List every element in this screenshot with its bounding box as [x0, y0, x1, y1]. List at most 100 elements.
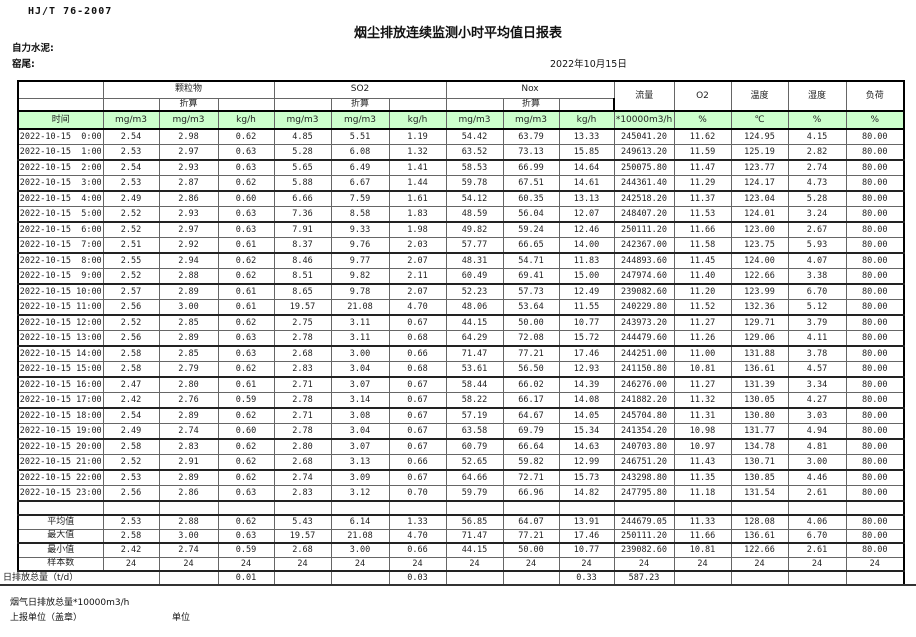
corner-cell: [17, 97, 104, 112]
flue-gas-total-label: 烟气日排放总量*10000m3/h: [10, 598, 130, 608]
value-cell: 15.73: [558, 469, 615, 486]
value-cell: 3.14: [330, 392, 390, 409]
value-cell: 53.61: [445, 361, 504, 378]
value-cell: 134.78: [730, 438, 789, 455]
blank-cell: [673, 500, 732, 516]
value-cell: 64.67: [502, 407, 560, 424]
value-cell: 246276.00: [613, 376, 675, 393]
value-cell: 0.62: [217, 314, 275, 331]
value-cell: 0.62: [217, 469, 275, 486]
value-cell: 241150.80: [613, 361, 675, 378]
summary-value: 0.66: [388, 542, 447, 558]
value-cell: 2.91: [158, 454, 219, 471]
value-cell: 9.77: [330, 252, 390, 269]
value-cell: 4.70: [388, 299, 447, 316]
value-cell: 11.59: [673, 144, 732, 161]
value-cell: 4.81: [787, 438, 847, 455]
summary-value: 24: [730, 556, 789, 572]
value-cell: 0.66: [388, 454, 447, 471]
value-cell: 2.83: [273, 361, 332, 378]
summary-value: 24: [558, 556, 615, 572]
time-cell: 2022-10-15 5:00: [17, 206, 104, 223]
value-cell: 2.97: [158, 221, 219, 238]
value-cell: 249613.20: [613, 144, 675, 161]
value-cell: 7.59: [330, 190, 390, 207]
value-cell: 80.00: [845, 237, 905, 254]
value-cell: 14.39: [558, 376, 615, 393]
value-cell: 0.67: [388, 423, 447, 440]
value-cell: 14.64: [558, 159, 615, 176]
value-cell: 11.58: [673, 237, 732, 254]
daily-total-value: 0.33: [558, 570, 615, 586]
blank-cell: [388, 500, 447, 516]
value-cell: 56.50: [502, 361, 560, 378]
value-cell: 15.00: [558, 268, 615, 285]
value-cell: 72.08: [502, 330, 560, 347]
value-cell: 247974.60: [613, 268, 675, 285]
daily-total-value: [330, 570, 390, 586]
value-cell: 0.61: [217, 237, 275, 254]
value-cell: 131.88: [730, 345, 789, 362]
value-cell: 130.80: [730, 407, 789, 424]
value-cell: 3.34: [787, 376, 847, 393]
summary-value: 6.14: [330, 514, 390, 530]
value-cell: 123.00: [730, 221, 789, 238]
daily-total-value: [673, 570, 732, 586]
summary-value: 136.61: [730, 528, 789, 544]
summary-value: 80.00: [845, 514, 905, 530]
value-cell: 10.81: [673, 361, 732, 378]
value-cell: 5.65: [273, 159, 332, 176]
value-cell: 2.89: [158, 283, 219, 300]
daily-total-value: [845, 570, 905, 586]
value-cell: 4.73: [787, 175, 847, 192]
value-cell: 14.61: [558, 175, 615, 192]
value-cell: 129.06: [730, 330, 789, 347]
value-cell: 5.88: [273, 175, 332, 192]
blank-cell: [445, 500, 504, 516]
value-cell: 2.11: [388, 268, 447, 285]
value-cell: 11.37: [673, 190, 732, 207]
value-cell: 2.74: [787, 159, 847, 176]
value-cell: 248407.20: [613, 206, 675, 223]
value-cell: 7.36: [273, 206, 332, 223]
value-cell: 11.40: [673, 268, 732, 285]
daily-total-value: [445, 570, 504, 586]
value-cell: 11.27: [673, 376, 732, 393]
value-cell: 48.59: [445, 206, 504, 223]
value-cell: 59.82: [502, 454, 560, 471]
value-cell: 9.82: [330, 268, 390, 285]
summary-value: 24: [445, 556, 504, 572]
value-cell: 2.86: [158, 485, 219, 502]
value-cell: 1.98: [388, 221, 447, 238]
value-cell: 250111.20: [613, 221, 675, 238]
value-cell: 2.54: [102, 159, 160, 176]
value-cell: 3.12: [330, 485, 390, 502]
unit-header: %: [787, 110, 847, 130]
value-cell: 66.96: [502, 485, 560, 502]
value-cell: 1.41: [388, 159, 447, 176]
summary-value: 2.58: [102, 528, 160, 544]
value-cell: 80.00: [845, 485, 905, 502]
value-cell: 3.08: [330, 407, 390, 424]
value-cell: 244479.60: [613, 330, 675, 347]
time-cell: 2022-10-15 9:00: [17, 268, 104, 285]
blank-cell: [787, 500, 847, 516]
value-cell: 2.71: [273, 376, 332, 393]
value-cell: 2.79: [158, 361, 219, 378]
summary-value: 24: [845, 556, 905, 572]
value-cell: 2.42: [102, 392, 160, 409]
unit-header: kg/h: [217, 110, 275, 130]
value-cell: 11.27: [673, 314, 732, 331]
blank-cell: [502, 500, 560, 516]
summary-label: 最大值: [17, 528, 104, 544]
value-cell: 2.71: [273, 407, 332, 424]
value-cell: 3.11: [330, 314, 390, 331]
value-cell: 0.67: [388, 469, 447, 486]
report-table: 颗粒物 SO2 Nox 流量 O2 温度 湿度 负荷 折算 折算 折算 时间 mg/m3 mg/m3 kg/…: [3, 80, 905, 586]
value-cell: 12.93: [558, 361, 615, 378]
summary-value: 4.06: [787, 514, 847, 530]
value-cell: 80.00: [845, 423, 905, 440]
value-cell: 124.01: [730, 206, 789, 223]
value-cell: 66.64: [502, 438, 560, 455]
time-cell: 2022-10-15 0:00: [17, 128, 104, 145]
